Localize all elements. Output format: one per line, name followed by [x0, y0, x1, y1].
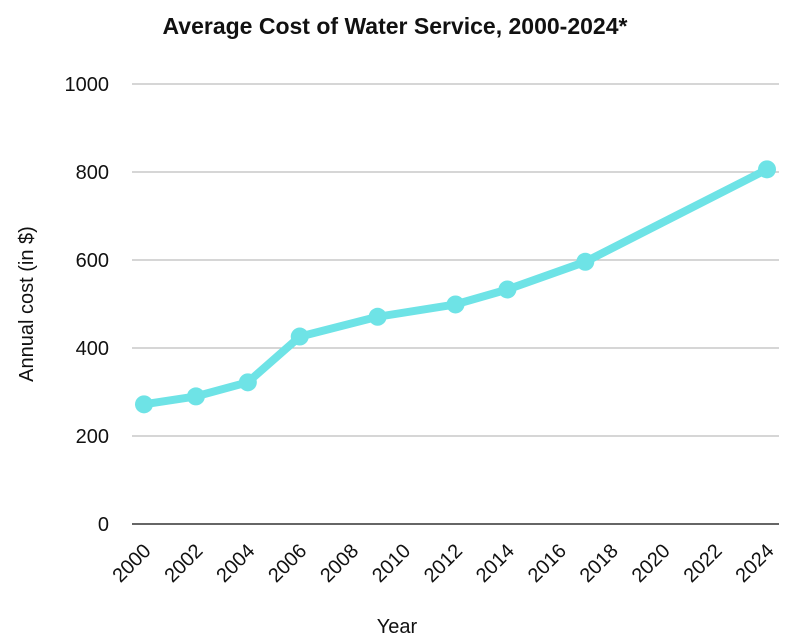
- x-tick-label-2024: 2024: [732, 540, 779, 587]
- y-tick-label-400: 400: [76, 338, 109, 360]
- y-tick-label-1000: 1000: [65, 74, 110, 96]
- data-point-2014: [498, 280, 517, 299]
- x-tick-label-2022: 2022: [680, 540, 727, 587]
- data-point-2017: [576, 252, 595, 271]
- data-point-2000: [135, 395, 153, 414]
- series-line-0: [140, 165, 771, 409]
- y-axis-ticks: 0 200 400 600 800 1000: [65, 74, 110, 536]
- x-axis-label: Year: [377, 616, 418, 637]
- data-point-2004: [238, 373, 257, 392]
- x-axis-ticks: 2000 2002 2004 2006 2008 2010 2012 2014 2016 2018…: [109, 540, 779, 587]
- x-tick-label-2000: 2000: [109, 540, 156, 587]
- data-point-2024: [758, 160, 776, 179]
- y-tick-label-0: 0: [98, 514, 109, 536]
- y-axis-label: Annual cost (in $): [16, 226, 38, 382]
- data-point-2012: [446, 295, 465, 314]
- x-tick-label-2020: 2020: [628, 540, 675, 587]
- chart-title: Average Cost of Water Service, 2000-2024…: [163, 13, 628, 39]
- y-tick-label-200: 200: [76, 426, 109, 448]
- y-tick-label-800: 800: [76, 162, 109, 184]
- y-tick-label-600: 600: [76, 250, 109, 272]
- data-point-2002: [186, 387, 205, 406]
- series-group: [135, 160, 776, 414]
- x-tick-label-2016: 2016: [524, 540, 571, 587]
- data-point-2006: [290, 327, 309, 346]
- data-point-2009: [368, 307, 387, 326]
- gridlines: [132, 83, 779, 525]
- x-tick-label-2018: 2018: [576, 540, 623, 587]
- x-tick-label-2004: 2004: [212, 540, 259, 587]
- x-tick-label-2006: 2006: [264, 540, 311, 587]
- x-tick-label-2002: 2002: [160, 540, 207, 587]
- x-tick-label-2014: 2014: [472, 540, 519, 587]
- x-tick-label-2012: 2012: [420, 540, 467, 587]
- x-tick-label-2008: 2008: [316, 540, 363, 587]
- x-tick-label-2010: 2010: [368, 540, 415, 587]
